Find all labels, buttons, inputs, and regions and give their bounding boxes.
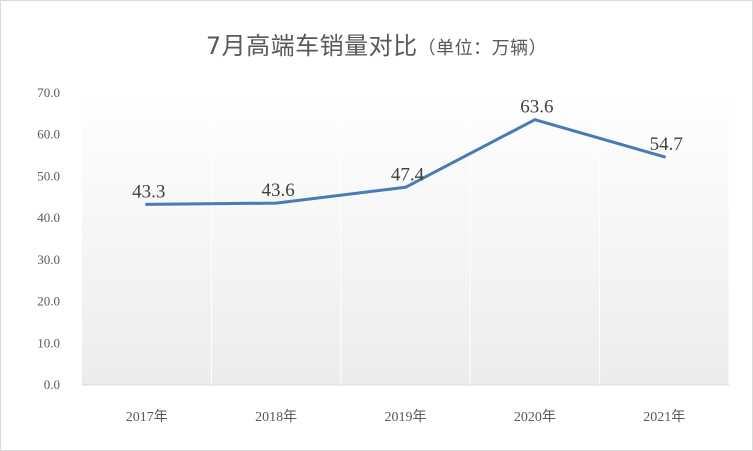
x-tick-label: 2017年 [126,409,168,425]
data-point [533,118,537,122]
data-label: 54.7 [650,134,683,155]
data-label: 63.6 [520,97,553,118]
series-group [145,118,666,206]
data-label: 43.3 [132,181,165,202]
x-tick-label: 2019年 [385,409,427,425]
y-axis: 0.0 10.0 20.0 30.0 40.0 50.0 60.0 70.0 [37,85,60,392]
data-label: 47.4 [391,164,425,185]
y-tick-label: 40.0 [37,210,60,225]
y-tick-label: 20.0 [37,294,60,309]
data-point [145,202,149,206]
y-tick-label: 50.0 [37,168,60,183]
data-point [274,201,278,205]
data-labels: 43.3 43.6 47.4 63.6 54.7 [132,97,683,203]
chart-title-text: 7月高端车销量对比 [205,32,418,60]
y-tick-label: 0.0 [44,377,60,392]
chart-title-unit: （单位：万辆） [417,38,548,59]
data-point [662,155,666,159]
chart-title: 7月高端车销量对比（单位：万辆） [0,26,753,61]
y-tick-label: 70.0 [37,85,60,100]
x-tick-label: 2020年 [514,409,556,425]
data-label: 43.6 [261,180,294,201]
x-tick-label: 2018年 [255,409,297,425]
x-axis: 2017年 2018年 2019年 2020年 2021年 [126,409,686,425]
y-tick-label: 60.0 [37,127,60,142]
x-tick-label: 2021年 [643,409,685,425]
y-tick-label: 10.0 [37,335,60,350]
plot-area [82,93,729,385]
y-tick-label: 30.0 [37,252,60,267]
grid-lines [82,93,730,386]
data-point [404,185,407,189]
